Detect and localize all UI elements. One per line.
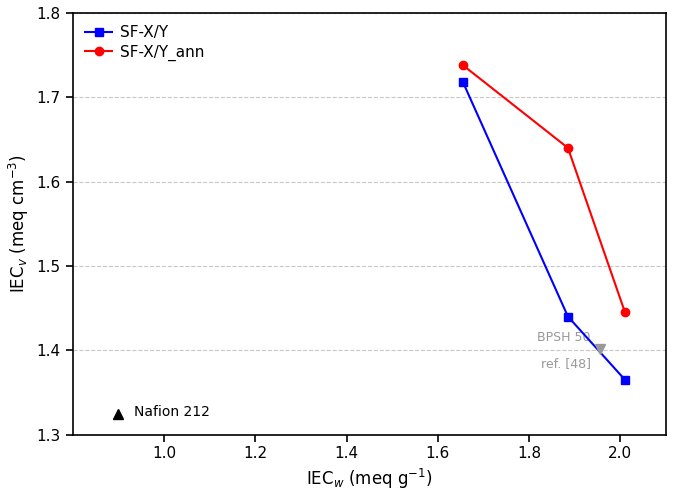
SF-X/Y (621, 377, 629, 383)
X-axis label: IEC$_w$ (meq g$^{-1}$): IEC$_w$ (meq g$^{-1}$) (306, 467, 433, 491)
SF-X/Y_ann (564, 145, 572, 151)
Y-axis label: IEC$_v$ (meq cm$^{-3}$): IEC$_v$ (meq cm$^{-3}$) (7, 154, 31, 293)
Line: SF-X/Y_ann: SF-X/Y_ann (459, 61, 629, 317)
Text: BPSH 50: BPSH 50 (537, 331, 591, 344)
Legend: SF-X/Y, SF-X/Y_ann: SF-X/Y, SF-X/Y_ann (80, 20, 209, 66)
SF-X/Y (459, 79, 467, 85)
Text: ref. [48]: ref. [48] (540, 357, 591, 370)
Text: Nafion 212: Nafion 212 (135, 405, 210, 419)
SF-X/Y_ann (621, 309, 629, 315)
SF-X/Y (564, 314, 572, 320)
Line: SF-X/Y: SF-X/Y (459, 78, 629, 384)
SF-X/Y_ann (459, 62, 467, 68)
